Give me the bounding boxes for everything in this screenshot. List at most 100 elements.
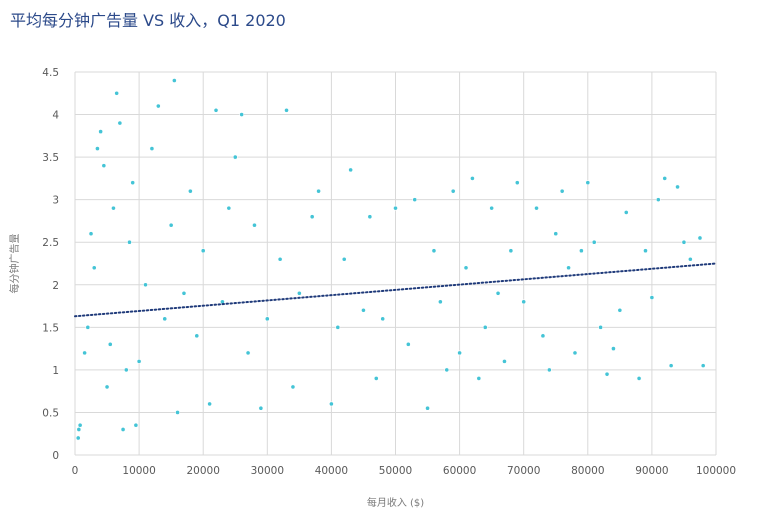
data-point (77, 422, 83, 428)
y-tick-labels: 0 0.5 1 1.5 2 2.5 3 3.5 4 4.5 (42, 67, 59, 462)
data-point (335, 324, 341, 330)
data-point (662, 175, 668, 181)
x-tick-label: 60000 (443, 465, 476, 477)
data-point (341, 256, 347, 262)
data-point (101, 163, 107, 169)
data-point (175, 410, 180, 415)
y-tick-label: 1 (52, 365, 59, 377)
data-point (431, 248, 437, 254)
x-tick-label: 80000 (571, 465, 604, 477)
data-point (76, 427, 82, 432)
data-point (425, 405, 430, 411)
data-point (476, 375, 482, 381)
data-point (367, 214, 373, 220)
x-tick-label: 40000 (315, 465, 348, 477)
data-point (604, 371, 610, 377)
data-point (643, 248, 648, 254)
data-point (514, 180, 520, 186)
y-tick-label: 2 (52, 280, 59, 292)
data-point (534, 205, 539, 211)
data-points (75, 78, 706, 441)
x-tick-labels: 0 10000 20000 30000 40000 50000 60000 70000 8000… (72, 465, 736, 477)
y-tick-label: 3 (52, 195, 59, 207)
y-axis-title: 每分钟广告量 (8, 234, 21, 294)
y-tick-label: 0 (52, 450, 59, 462)
y-tick-label: 4.5 (42, 67, 59, 79)
data-point (697, 235, 703, 241)
data-point (540, 333, 546, 339)
y-tick-label: 2.5 (42, 237, 59, 249)
data-point (412, 197, 418, 203)
data-point (687, 256, 693, 262)
data-point (668, 363, 674, 369)
data-point (553, 231, 559, 237)
trendline (74, 262, 717, 318)
data-point (88, 231, 94, 237)
data-point (82, 350, 88, 356)
data-point (114, 90, 120, 96)
trendline-path (74, 262, 717, 318)
data-point (521, 299, 527, 305)
data-point (162, 316, 168, 322)
data-point (437, 299, 443, 305)
data-point (107, 341, 113, 347)
data-point (636, 375, 642, 381)
data-point (463, 265, 469, 271)
data-point (502, 358, 507, 364)
data-point (277, 256, 283, 262)
data-point (213, 107, 219, 113)
data-point (143, 282, 148, 288)
data-point (572, 350, 578, 356)
y-tick-label: 0.5 (42, 407, 59, 419)
data-point (508, 248, 514, 254)
data-point (85, 324, 91, 330)
data-point (566, 265, 571, 271)
data-point (187, 188, 193, 194)
data-point (559, 188, 565, 194)
data-point (328, 401, 334, 407)
y-tick-label: 4 (52, 110, 59, 122)
data-point (200, 248, 206, 254)
data-point (149, 146, 155, 151)
data-point (316, 188, 321, 194)
data-point (617, 307, 623, 313)
data-point (168, 222, 174, 228)
data-point (681, 239, 687, 245)
data-point (226, 205, 232, 211)
data-point (591, 239, 597, 245)
x-tick-label: 0 (72, 465, 79, 477)
data-point (373, 375, 379, 381)
data-point (155, 103, 161, 109)
data-point (171, 78, 177, 83)
data-point (104, 384, 110, 390)
data-point (181, 290, 187, 296)
data-point (123, 367, 129, 373)
data-point (290, 384, 296, 390)
x-tick-label: 90000 (635, 465, 668, 477)
data-point (348, 167, 354, 173)
data-point (91, 265, 97, 271)
data-point (393, 205, 398, 211)
data-point (117, 120, 123, 126)
data-point (649, 295, 655, 300)
data-point (111, 205, 116, 211)
data-point (95, 146, 100, 151)
x-tick-label: 20000 (186, 465, 219, 477)
data-point (611, 346, 616, 352)
chart-title: 平均每分钟广告量 VS 收入，Q1 2020 (10, 11, 286, 30)
data-point (284, 107, 289, 113)
data-point (127, 239, 132, 245)
x-tick-label: 50000 (379, 465, 412, 477)
x-tick-label: 70000 (507, 465, 540, 477)
data-point (361, 307, 366, 313)
data-point (98, 129, 104, 134)
data-point (675, 184, 680, 190)
data-point (75, 435, 81, 441)
data-point (133, 422, 139, 428)
data-point (207, 401, 213, 407)
data-point (457, 350, 462, 356)
data-point (470, 175, 475, 181)
data-point (495, 290, 501, 296)
